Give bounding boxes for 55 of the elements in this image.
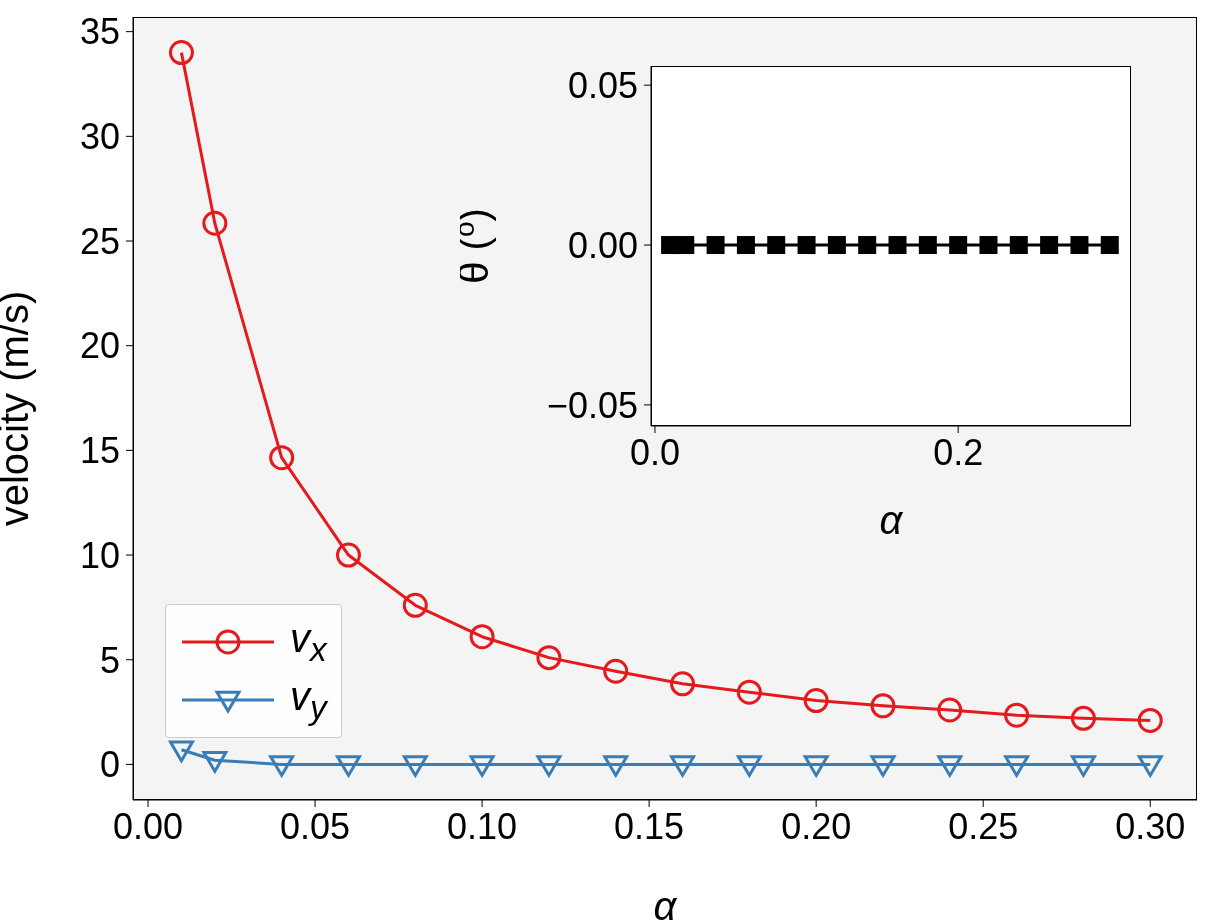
x-axis-title: α: [879, 498, 904, 542]
point: [269, 445, 295, 471]
point: [603, 658, 629, 684]
legend-label: v$_{x}$: [290, 615, 327, 669]
y-tick-label: 35: [79, 11, 120, 53]
point: [202, 751, 228, 773]
x-axis-title: α: [653, 884, 678, 920]
point: [168, 40, 194, 66]
y-tick-label: 0.00: [567, 224, 638, 266]
y-tick-label: 20: [79, 325, 120, 367]
point: [670, 755, 696, 777]
point: [1004, 755, 1030, 777]
point: [469, 755, 495, 777]
point: [1070, 705, 1096, 731]
x-tick-label: 0.15: [614, 805, 685, 847]
x-tick-label: 0.0: [629, 431, 680, 473]
point: [536, 755, 562, 777]
x-tick-label: 0.30: [1115, 805, 1186, 847]
point: [803, 688, 829, 714]
point: [670, 671, 696, 697]
y-tick-label: 0.05: [567, 64, 638, 106]
point: [937, 697, 963, 723]
y-tick-label: 15: [79, 430, 120, 472]
point: [1137, 707, 1163, 733]
point: [937, 755, 963, 777]
point: [736, 755, 762, 777]
point: [269, 755, 295, 777]
legend-label: v$_{y}$: [290, 673, 327, 727]
x-tick-label: 0.05: [280, 805, 351, 847]
point: [1070, 755, 1096, 777]
y-tick-label: −0.05: [546, 384, 638, 426]
y-tick-label: 30: [79, 116, 120, 158]
point: [736, 679, 762, 705]
y-tick-label: 10: [79, 534, 120, 576]
point: [1137, 755, 1163, 777]
point: [335, 542, 361, 568]
x-tick-label: 0.10: [447, 805, 518, 847]
point: [168, 740, 194, 763]
point: [402, 755, 428, 777]
point: [870, 693, 896, 719]
point: [536, 645, 562, 671]
x-tick-label: 0.2: [933, 431, 984, 473]
point: [603, 755, 629, 777]
point: [202, 210, 228, 236]
y-tick-label: 25: [79, 220, 120, 262]
point: [402, 592, 428, 618]
y-tick-label: 0: [99, 744, 120, 786]
point: [870, 755, 896, 777]
point: [803, 755, 829, 777]
point: [1004, 702, 1030, 728]
x-tick-label: 0.20: [781, 805, 852, 847]
point: [335, 755, 361, 777]
x-tick-label: 0.25: [948, 805, 1019, 847]
y-tick-label: 5: [99, 639, 120, 681]
point: [469, 624, 495, 650]
